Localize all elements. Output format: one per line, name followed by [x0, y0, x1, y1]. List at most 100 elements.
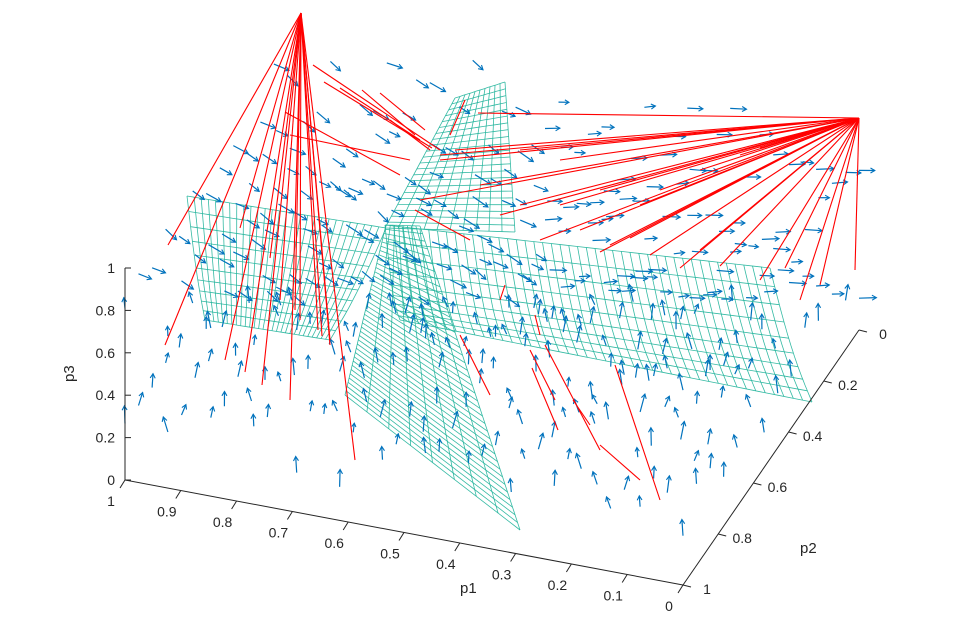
vector-arrow — [576, 313, 583, 326]
x-tick-label: 0.4 — [436, 556, 456, 572]
vector-arrow — [646, 274, 659, 280]
mesh-line — [542, 242, 569, 354]
vector-arrow — [219, 258, 235, 268]
vector-arrow — [403, 346, 410, 362]
x-tick — [454, 542, 461, 552]
mesh-line — [388, 221, 515, 226]
vector-arrow — [445, 244, 459, 254]
mesh-line — [734, 264, 775, 395]
mesh-line — [769, 267, 813, 403]
vector-arrow — [246, 152, 260, 162]
mesh-line — [612, 250, 644, 369]
vector-arrow — [678, 293, 691, 299]
vector-arrow — [359, 104, 374, 117]
mesh-line — [429, 136, 509, 146]
vector-arrow — [618, 301, 625, 319]
vector-arrow — [648, 426, 654, 446]
vector-arrow — [748, 243, 760, 250]
vector-arrow — [348, 187, 364, 196]
trajectory-line — [167, 12, 302, 246]
vector-arrow — [293, 455, 299, 473]
vector-arrow — [844, 283, 851, 301]
vector-arrow — [758, 312, 765, 330]
vector-arrow — [508, 396, 514, 409]
vector-arrow — [551, 469, 558, 486]
vector-arrow — [746, 294, 759, 301]
mesh-line — [398, 315, 808, 392]
mesh-line — [346, 386, 516, 516]
x-tick — [231, 500, 238, 510]
vector-arrow — [501, 199, 517, 208]
trajectory-line — [499, 284, 506, 301]
mesh-line — [445, 231, 466, 334]
vector-arrow — [728, 283, 735, 301]
x-tick — [677, 584, 684, 594]
x-tick — [342, 521, 349, 531]
vector-arrow — [343, 189, 357, 201]
mesh-line — [442, 108, 507, 122]
vector-arrow — [707, 288, 723, 295]
mesh-line — [350, 369, 506, 485]
vector-arrow — [703, 291, 718, 298]
mesh-line — [344, 394, 521, 531]
mesh-line — [690, 259, 729, 386]
trajectory-line — [639, 117, 860, 206]
trajectory-line — [759, 117, 860, 281]
mesh-line — [437, 230, 457, 332]
trajectory-line — [649, 117, 860, 256]
y-tick-label: 1 — [703, 581, 711, 597]
vector-arrow — [388, 267, 404, 276]
vector-arrow — [522, 332, 529, 347]
vector-arrow — [517, 150, 535, 163]
vector-arrow — [318, 262, 333, 270]
vector-arrow — [164, 325, 171, 337]
vector-arrow — [589, 410, 596, 424]
trajectory-line — [361, 89, 416, 136]
vector-arrow — [659, 299, 666, 316]
trajectory-line — [477, 112, 860, 119]
vector-arrow — [633, 362, 640, 378]
trajectory-line — [244, 12, 302, 373]
vector-arrow — [773, 374, 780, 394]
vector-arrow — [708, 452, 715, 469]
trajectory-line — [300, 12, 319, 331]
vector-arrow — [588, 293, 596, 305]
vector-arrow — [777, 267, 795, 274]
mesh-line — [594, 248, 626, 365]
mesh-line — [373, 275, 451, 318]
mesh-line — [364, 313, 473, 386]
vector-arrow — [391, 209, 405, 218]
vector-arrow — [815, 302, 822, 321]
vector-arrow — [603, 278, 619, 285]
trajectory-line — [784, 117, 860, 269]
vector-arrow — [545, 339, 552, 358]
vector-arrow — [345, 224, 363, 236]
surface-fold-front — [344, 224, 521, 531]
mesh-line — [752, 265, 794, 399]
vector-arrow — [418, 302, 425, 317]
x-tick-label: 0.7 — [269, 525, 289, 541]
mesh-line — [201, 300, 342, 322]
vector-arrow — [415, 79, 430, 89]
vector-arrow — [578, 273, 592, 280]
vector-arrow — [203, 315, 210, 329]
z-tick-label: 0.4 — [96, 387, 116, 403]
mesh-line — [359, 335, 486, 424]
vector-arrow — [721, 296, 735, 303]
vector-arrow — [450, 300, 456, 313]
vector-arrow — [151, 267, 167, 275]
vector-arrow — [775, 228, 792, 235]
vector-arrow — [761, 235, 781, 242]
vector-arrow — [332, 157, 347, 168]
y-tick-label: 0.2 — [838, 377, 858, 393]
x-tick — [286, 511, 293, 520]
vector-arrow — [180, 403, 188, 416]
vector-arrow — [621, 287, 637, 294]
vector-field — [121, 59, 878, 536]
mesh-line — [384, 228, 423, 234]
vector-arrow — [365, 292, 372, 310]
trajectory-line — [299, 12, 302, 321]
vector-arrow — [506, 253, 523, 266]
vector-arrow — [477, 234, 493, 244]
vector-arrow — [574, 149, 587, 156]
